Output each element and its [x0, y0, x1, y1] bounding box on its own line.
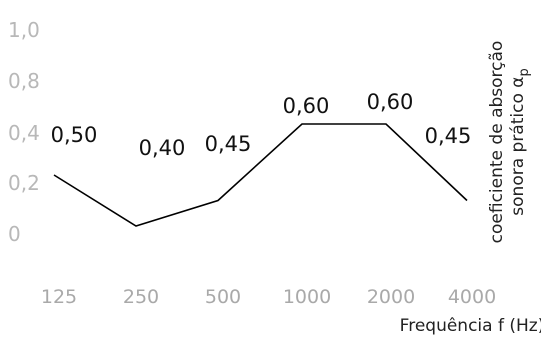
data-label: 0,40 [139, 136, 186, 160]
y-axis-title-line2: sonora prático αp [508, 68, 532, 215]
y-axis-title-subscript: p [517, 68, 532, 76]
data-label: 0,60 [367, 90, 414, 114]
data-label: 0,60 [283, 94, 330, 118]
data-label: 0,45 [205, 132, 252, 156]
y-tick-label: 1,0 [8, 18, 40, 42]
y-axis-title-line1: coeficiente de absorção [487, 41, 507, 244]
x-axis-title: Frequência f (Hz) [400, 316, 541, 336]
series-layer [54, 124, 467, 226]
y-tick-label: 0 [8, 222, 21, 246]
y-tick-label: 0,4 [8, 121, 40, 145]
x-tick-label: 4000 [448, 286, 496, 308]
y-tick-label: 0,2 [8, 171, 40, 195]
x-axis-ticks: 125 250 500 1000 2000 4000 [41, 286, 496, 308]
x-tick-label: 1000 [283, 286, 331, 308]
y-axis-ticks: 1,0 0,8 0,4 0,2 0 [8, 18, 40, 246]
data-label: 0,45 [425, 124, 472, 148]
x-tick-label: 125 [41, 286, 77, 308]
x-tick-label: 250 [123, 286, 159, 308]
y-axis-title: coeficiente de absorção sonora prático α… [487, 41, 532, 244]
data-labels: 0,50 0,40 0,45 0,60 0,60 0,45 [51, 90, 472, 160]
x-tick-label: 2000 [367, 286, 415, 308]
y-tick-label: 0,8 [8, 69, 40, 93]
series-line [54, 124, 467, 226]
data-label: 0,50 [51, 123, 98, 147]
x-tick-label: 500 [205, 286, 241, 308]
y-axis-title-main: sonora prático α [508, 77, 528, 216]
